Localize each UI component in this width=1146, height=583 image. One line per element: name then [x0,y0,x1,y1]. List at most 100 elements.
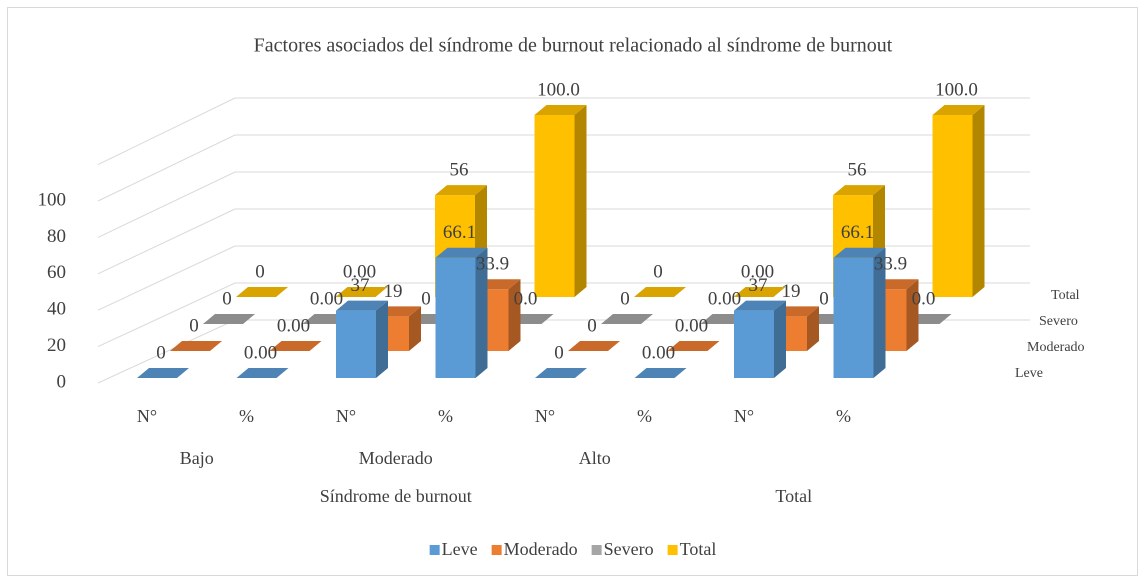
bar-top [932,105,985,115]
data-label: 56 [450,159,469,180]
bar [269,341,322,351]
bar-top [435,185,487,196]
bar-top [601,314,653,324]
bar-side [508,279,521,351]
data-label: 19 [782,281,801,302]
y-tick-label: 40 [47,299,66,320]
bar-side [873,247,886,378]
data-label: 0 [421,288,431,309]
category-group-label: Síndrome de burnout [320,486,472,506]
grid-line [97,208,1030,275]
bar-side [972,105,985,297]
bar [634,368,687,378]
bar-top [667,341,720,351]
data-label: 0 [156,342,166,363]
category-group-label: Alto [579,448,611,468]
bar-front [734,310,774,378]
data-label: 0.00 [244,342,277,363]
grid-line [97,171,1030,238]
bar-top [534,105,587,115]
bar-top [236,287,288,297]
x-tick-label: % [836,406,851,426]
bar-top [203,314,255,324]
data-label: 19 [384,281,403,302]
bar [833,247,886,378]
data-label: 0 [587,315,597,336]
data-label: 100.0 [537,79,580,100]
legend-label: Leve [442,539,478,559]
data-label: 0.00 [343,261,376,282]
bar-side [906,279,919,351]
bar [236,368,289,378]
data-label: 0 [189,315,199,336]
bar-front [336,310,376,378]
bar-front [435,257,476,378]
data-label: 37 [351,275,370,296]
data-label: 0 [620,288,630,309]
bar-top [833,185,885,196]
bar [667,341,720,351]
x-tick-label: N° [336,406,356,426]
depth-label: Total [1051,288,1080,303]
data-label: 37 [749,275,768,296]
bar [203,314,255,324]
data-label: 0 [222,288,232,309]
grid-line [97,282,1030,348]
bar-front [534,115,575,297]
data-label: 33.9 [874,254,907,275]
bar [601,314,653,324]
data-label: 100.0 [935,79,978,100]
data-label: 0.00 [708,288,741,309]
bar [535,368,587,378]
legend-swatch [429,545,440,555]
x-tick-label: N° [734,406,754,426]
category-group-label: Moderado [359,448,433,468]
bar-top [335,287,388,297]
bar-top [435,247,488,258]
bar-top [634,287,686,297]
bar-front [833,257,874,378]
bar-top [336,300,388,311]
data-label: 56 [848,159,867,180]
legend-label: Total [680,539,717,559]
data-label: 0.00 [741,261,774,282]
bar-side [376,300,388,378]
data-label: 0 [554,342,564,363]
x-tick-label: % [239,406,254,426]
data-label: 0 [653,261,663,282]
bar-side [574,105,587,297]
bar [932,105,985,297]
bar-top [733,287,786,297]
bar [634,287,686,297]
grid-line [97,134,1030,202]
bar-side [475,247,488,378]
category-group-label: Total [775,486,812,506]
data-label: 66.1 [841,222,874,243]
x-tick-label: % [438,406,453,426]
bar [137,368,189,378]
chart-title: Factores asociados del síndrome de burno… [254,35,893,57]
data-label: 0 [819,288,829,309]
depth-label: Moderado [1027,340,1085,355]
x-tick-label: % [637,406,652,426]
legend-swatch [491,545,502,555]
bar-top [535,368,587,378]
bar-side [807,306,819,351]
bar [236,287,288,297]
bar-side [774,300,786,378]
y-tick-label: 60 [47,262,66,283]
data-label: 0.00 [277,315,310,336]
y-tick-label: 80 [47,226,66,247]
bar [435,247,488,378]
bar-top [734,300,786,311]
data-label: 33.9 [476,254,509,275]
legend-label: Severo [604,539,654,559]
data-label: 0 [255,261,265,282]
bar-top [568,341,620,351]
data-label: 0.0 [912,288,936,309]
bar-top [236,368,289,378]
bar [733,287,786,297]
y-tick-label: 100 [38,189,67,210]
depth-label: Leve [1015,366,1043,381]
